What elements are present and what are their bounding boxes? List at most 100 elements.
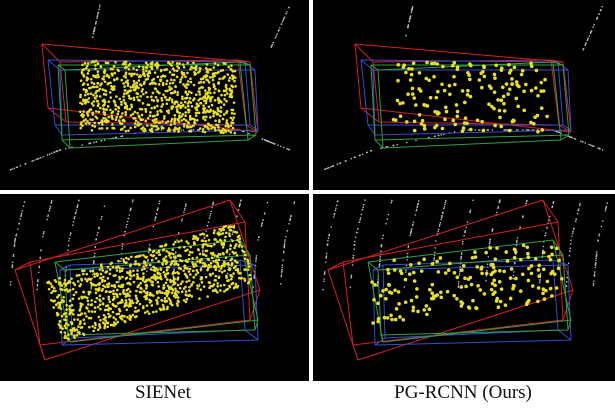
object-point [542, 267, 546, 271]
lidar-point [445, 200, 447, 202]
object-point [130, 255, 133, 258]
object-point [97, 70, 100, 73]
object-point [207, 267, 210, 270]
lidar-point [154, 219, 156, 221]
lidar-point [146, 270, 148, 272]
object-point [428, 307, 432, 311]
object-point [64, 289, 67, 292]
object-point [132, 67, 135, 70]
object-point [407, 67, 411, 71]
object-point [160, 97, 163, 100]
object-point [78, 297, 81, 300]
object-point [167, 112, 170, 115]
lidar-point [258, 237, 260, 239]
object-point [120, 128, 123, 131]
lidar-point [333, 216, 335, 218]
object-point [205, 243, 208, 246]
object-point [238, 234, 241, 237]
object-point [227, 66, 230, 69]
object-point [455, 276, 459, 280]
lidar-point [568, 262, 570, 264]
lidar-point [598, 235, 600, 237]
object-point [178, 62, 181, 65]
object-point [405, 120, 409, 124]
object-point [193, 84, 196, 87]
object-point [444, 105, 448, 109]
lidar-point [516, 129, 518, 131]
object-point [93, 86, 96, 89]
lidar-point [406, 259, 408, 261]
object-point [90, 78, 93, 81]
object-point [154, 267, 157, 270]
object-point [125, 301, 128, 304]
object-point [67, 333, 70, 336]
lidar-point [591, 145, 593, 147]
object-point [125, 299, 128, 302]
object-point [158, 290, 161, 293]
object-point [191, 261, 194, 264]
lidar-point [94, 26, 96, 28]
lidar-point [478, 129, 480, 131]
object-point [96, 100, 99, 103]
object-point [153, 274, 156, 277]
object-point [218, 228, 221, 231]
object-point [165, 290, 168, 293]
object-point [476, 284, 480, 288]
lidar-point [584, 44, 586, 46]
object-point [166, 102, 169, 105]
lidar-point [377, 284, 379, 286]
object-point [465, 121, 469, 125]
object-point [208, 264, 211, 267]
object-point [230, 283, 233, 286]
object-point [127, 258, 130, 261]
object-point [474, 306, 478, 310]
lidar-point [605, 210, 607, 212]
lidar-point [173, 275, 175, 277]
lidar-point [14, 243, 16, 245]
object-point [112, 299, 115, 302]
object-point [189, 273, 192, 276]
object-point [58, 294, 61, 297]
object-point [109, 91, 112, 94]
object-point [99, 277, 102, 280]
object-point [199, 253, 202, 256]
object-point [108, 76, 111, 79]
lidar-point [382, 238, 384, 240]
lidar-point [519, 226, 521, 228]
object-point [166, 306, 169, 309]
lidar-point [469, 211, 471, 213]
object-point [550, 294, 554, 298]
lidar-point [475, 129, 477, 131]
lidar-point [68, 245, 70, 247]
object-point [116, 296, 119, 299]
object-point [226, 279, 229, 282]
object-point [165, 243, 168, 246]
lidar-point [97, 13, 99, 15]
object-point [142, 272, 145, 275]
object-point [141, 268, 144, 271]
object-point [93, 100, 96, 103]
object-point [522, 109, 526, 113]
lidar-point [486, 270, 488, 272]
object-point [499, 300, 503, 304]
object-point [79, 94, 82, 97]
object-point [67, 338, 70, 341]
lidar-point [36, 289, 38, 291]
object-point [119, 293, 122, 296]
object-point [177, 300, 180, 303]
lidar-point [499, 202, 501, 204]
lidar-point [257, 239, 259, 241]
object-point [529, 61, 533, 65]
object-point [48, 288, 51, 291]
lidar-point [408, 24, 410, 26]
object-point [495, 246, 499, 250]
object-point [212, 115, 215, 118]
lidar-point [582, 49, 584, 51]
lidar-point [566, 285, 568, 287]
lidar-point [261, 225, 263, 227]
object-point [177, 240, 180, 243]
object-point [82, 273, 85, 276]
object-point [232, 272, 235, 275]
object-point [217, 64, 220, 67]
object-point [222, 132, 225, 135]
